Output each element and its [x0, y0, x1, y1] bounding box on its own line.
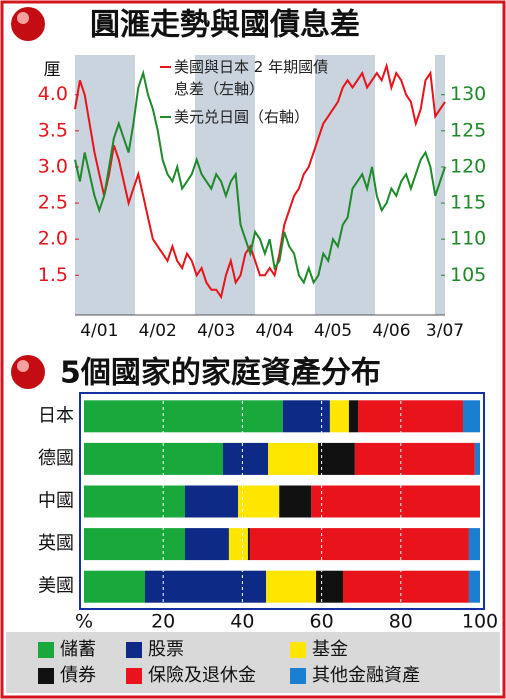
y-tick-label: 1.5	[38, 264, 68, 286]
bar-segment	[462, 400, 480, 433]
y-tick-label: 4.0	[38, 83, 68, 105]
year-band	[195, 55, 255, 315]
bar-segment	[266, 570, 317, 603]
legend-entry: 美國與日本 2 年期國債息差（左軸）	[160, 56, 335, 100]
legend-entry: 美元兑日圓（右軸）	[160, 106, 335, 128]
bar-segment	[311, 485, 480, 518]
legend-bg	[6, 632, 500, 693]
y-tick-label: 2.5	[38, 192, 68, 214]
bar-segment	[354, 442, 475, 475]
line-series	[74, 62, 446, 300]
x-tick-label: 4/03	[197, 321, 235, 341]
legend-label: 基金	[312, 639, 348, 660]
legend-swatch	[160, 66, 171, 68]
x-tick-label: 4/02	[139, 321, 177, 341]
bar-segment	[184, 528, 229, 561]
bar-segment	[329, 400, 349, 433]
legend-label: 儲蓄	[60, 639, 96, 660]
bar-segment	[84, 442, 223, 475]
bar-segment	[268, 442, 319, 475]
x-tick-label: 4/04	[256, 321, 294, 341]
year-band	[375, 55, 435, 315]
legend-swatch	[160, 116, 171, 118]
x-tick-label: 3/07	[426, 321, 464, 341]
chart-title: 5個國家的家庭資產分布	[60, 356, 381, 391]
bar-segment	[342, 570, 469, 603]
ball-shine	[17, 12, 29, 24]
ball-shine	[17, 360, 29, 372]
bar-segment	[84, 570, 145, 603]
x-tick-label: 80	[389, 611, 413, 633]
legend-label: 美元兑日圓（右軸）	[174, 108, 310, 126]
y-tick-label: 英國	[38, 533, 74, 554]
ball-icon	[11, 7, 45, 41]
bar-segment	[228, 528, 248, 561]
x-tick-label: 4/01	[80, 321, 118, 341]
bar-segment	[84, 400, 283, 433]
x-tick-label: 100	[462, 611, 498, 633]
chart-title: 圓滙走勢與國債息差	[90, 8, 360, 43]
y-tick-label: 美國	[38, 576, 74, 597]
bar-segment	[282, 400, 330, 433]
y-tick-label: 中國	[38, 491, 74, 512]
year-band	[255, 55, 315, 315]
x-tick-label: 4/05	[314, 321, 352, 341]
legend-swatch	[38, 642, 54, 658]
y-tick-label: 日本	[38, 405, 74, 426]
legend-swatch	[126, 642, 142, 658]
y-tick-label: 3.5	[38, 119, 68, 141]
y-axis-label: 厘	[44, 60, 61, 80]
x-tick-label: 60	[310, 611, 334, 633]
bar-segment	[249, 528, 469, 561]
y-tick-label: 3.0	[38, 155, 68, 177]
bar-segment	[238, 485, 280, 518]
bar-segment	[84, 485, 185, 518]
bar-segment	[144, 570, 267, 603]
bar-segment	[358, 400, 463, 433]
y-tick-label: 2.0	[38, 228, 68, 250]
x-tick-label: 40	[230, 611, 254, 633]
y2-tick-label: 130	[450, 83, 486, 105]
x-tick-label: %	[75, 611, 93, 633]
bar-segment	[184, 485, 239, 518]
line-series	[74, 69, 446, 285]
legend-label: 美國與日本 2 年期國債息差（左軸）	[174, 58, 329, 98]
legend-swatch	[126, 668, 142, 684]
y2-tick-label: 125	[450, 119, 486, 141]
y2-tick-label: 115	[450, 192, 486, 214]
bar-segment	[222, 442, 269, 475]
legend-label: 股票	[148, 639, 184, 660]
y2-tick-label: 110	[450, 228, 486, 250]
legend-swatch	[290, 668, 306, 684]
bar-segment	[316, 570, 343, 603]
bar-segment	[318, 442, 355, 475]
ball-icon	[11, 355, 45, 389]
bar-segment	[279, 485, 312, 518]
bar-segment	[84, 528, 185, 561]
y2-tick-label: 120	[450, 155, 486, 177]
legend-label: 其他金融資產	[312, 665, 420, 686]
x-tick-label: 4/06	[372, 321, 410, 341]
legend-label: 保險及退休金	[148, 665, 256, 686]
bar-segment	[247, 528, 250, 561]
bar-segment	[468, 528, 480, 561]
bar-segment	[474, 442, 480, 475]
legend: 美國與日本 2 年期國債息差（左軸） 美元兑日圓（右軸）	[160, 56, 335, 134]
legend-swatch	[38, 668, 54, 684]
bar-segment	[468, 570, 480, 603]
x-tick-label: 20	[151, 611, 175, 633]
bar-segment	[348, 400, 359, 433]
legend-label: 債券	[60, 665, 96, 686]
year-band	[435, 55, 445, 315]
y-tick-label: 德國	[38, 448, 74, 469]
legend-swatch	[290, 642, 306, 658]
y2-tick-label: 105	[450, 264, 486, 286]
